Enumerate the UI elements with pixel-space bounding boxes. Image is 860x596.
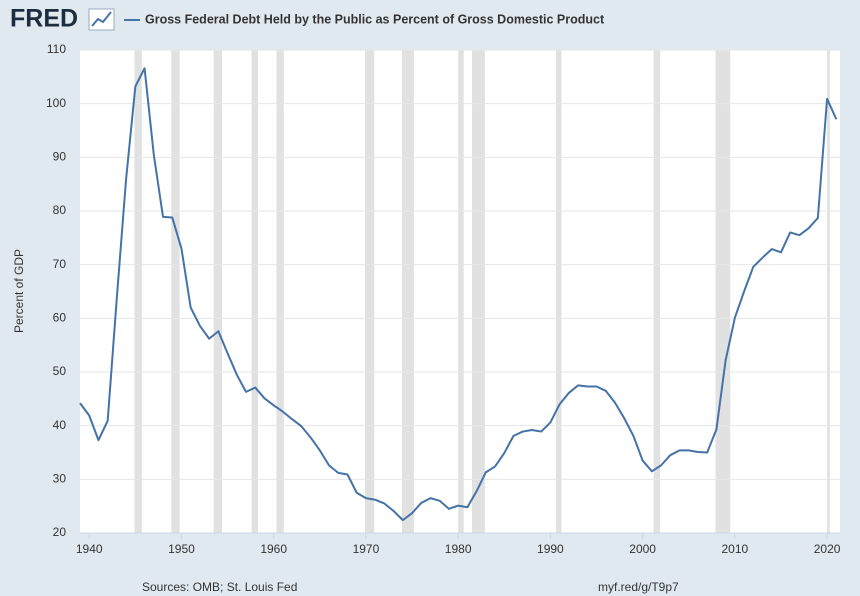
y-tick-label: 70 xyxy=(53,257,67,271)
x-tick-label: 2000 xyxy=(629,542,656,556)
y-tick-label: 80 xyxy=(53,203,67,217)
link: myf.red/g/T9p7 xyxy=(598,580,679,594)
y-tick-label: 100 xyxy=(46,96,66,110)
recession-band xyxy=(458,50,464,533)
x-tick-label: 1990 xyxy=(537,542,564,556)
x-tick-label: 1960 xyxy=(260,542,287,556)
recession-band xyxy=(134,50,142,533)
recession-band xyxy=(471,50,485,533)
y-tick-label: 50 xyxy=(53,364,67,378)
x-tick-label: 2020 xyxy=(814,542,841,556)
recession-band xyxy=(251,50,259,533)
logo: FRED xyxy=(10,5,78,33)
legend-label: Gross Federal Debt Held by the Public as… xyxy=(145,12,605,26)
recession-band xyxy=(401,50,414,533)
logo-icon xyxy=(88,8,115,31)
recession-band xyxy=(365,50,375,533)
recession-band xyxy=(276,50,284,533)
x-tick-label: 1950 xyxy=(168,542,195,556)
recession-band xyxy=(555,50,562,533)
y-tick-label: 60 xyxy=(53,311,67,325)
recession-band xyxy=(171,50,180,533)
x-tick-label: 1970 xyxy=(353,542,380,556)
y-tick-label: 40 xyxy=(53,418,67,432)
y-axis-label: Percent of GDP xyxy=(12,249,26,333)
y-tick-label: 90 xyxy=(53,150,67,164)
recession-band xyxy=(827,50,830,533)
recession-band xyxy=(213,50,223,533)
x-tick-label: 1940 xyxy=(76,542,103,556)
source: Sources: OMB; St. Louis Fed xyxy=(142,580,297,594)
recession-band xyxy=(653,50,661,533)
x-tick-label: 1980 xyxy=(445,542,472,556)
y-tick-label: 30 xyxy=(53,472,67,486)
data-line xyxy=(79,67,838,522)
y-tick-label: 110 xyxy=(47,42,66,56)
recession-band xyxy=(715,50,731,533)
x-tick-label: 2010 xyxy=(722,542,749,556)
y-tick-label: 20 xyxy=(53,525,67,539)
